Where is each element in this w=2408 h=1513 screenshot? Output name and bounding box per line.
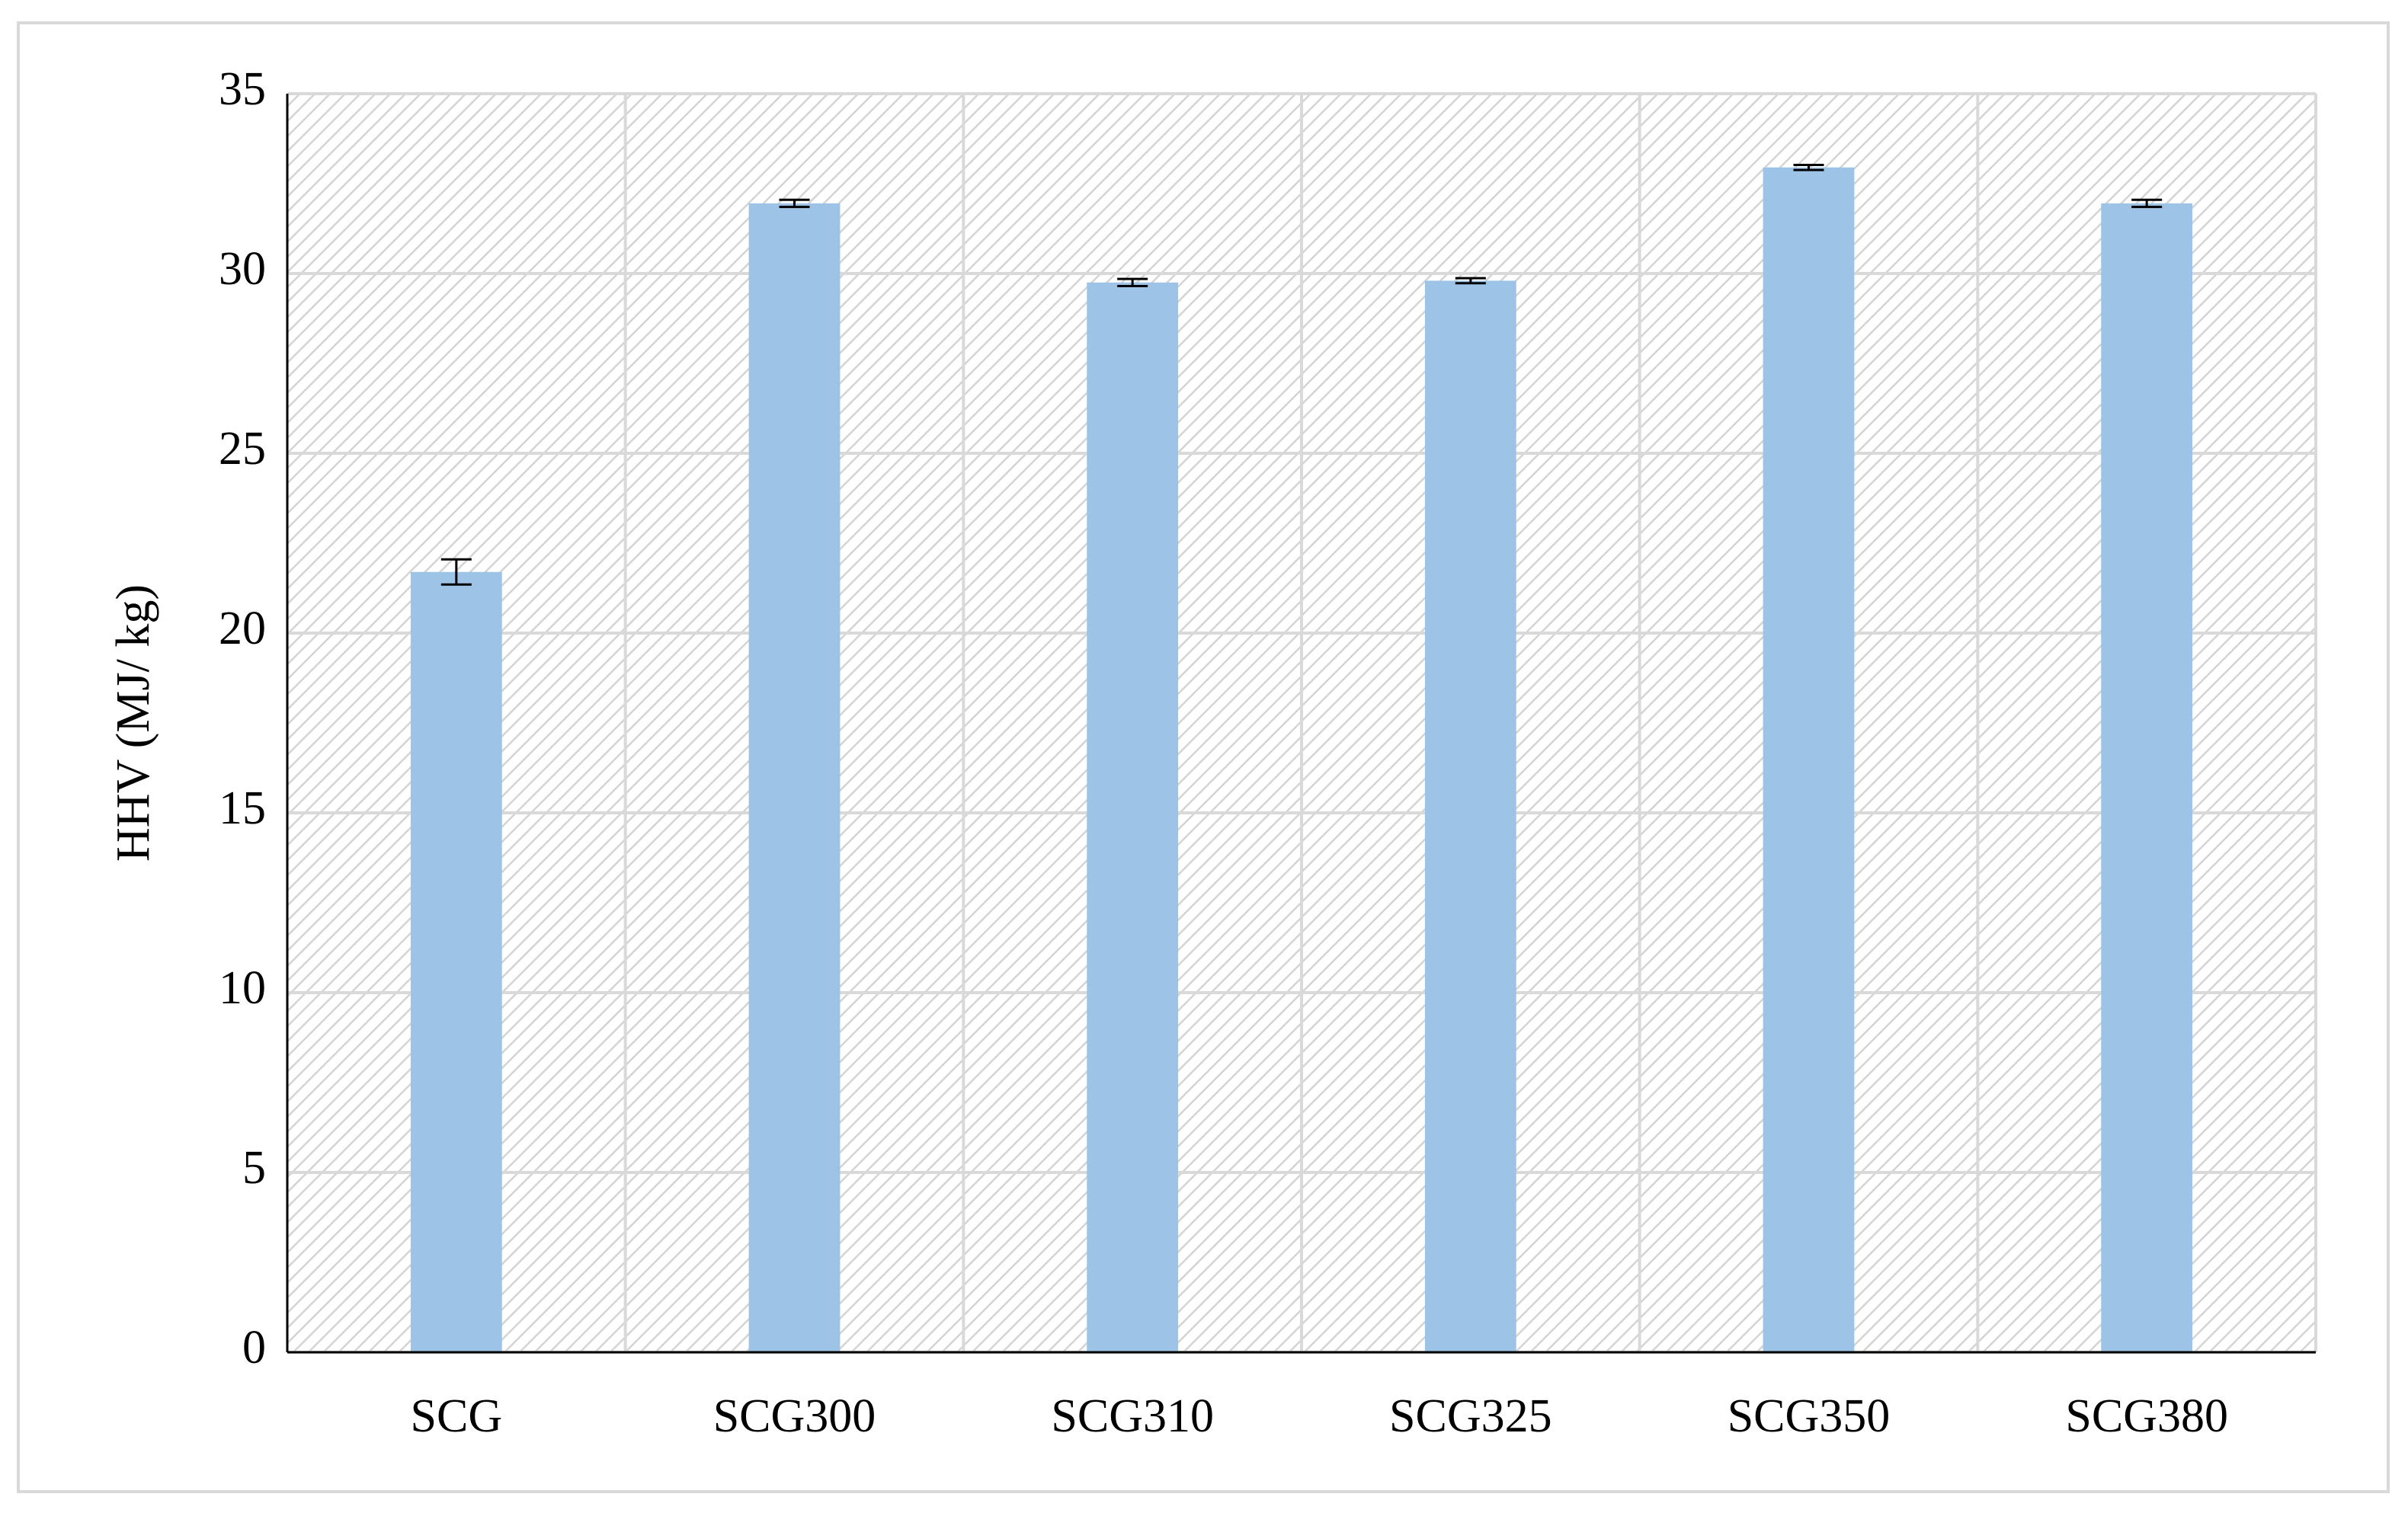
bar [410,571,502,1352]
y-tick-label: 0 [242,1322,266,1374]
x-tick-label: SCG [411,1390,503,1442]
bar [1424,280,1516,1353]
error-bar [779,198,810,209]
error-bar [1793,163,1824,171]
y-tick-label: 25 [219,423,266,475]
x-tick-label: SCG325 [1389,1390,1552,1442]
x-tick-label: SCG380 [2065,1390,2228,1442]
x-tick-label: SCG300 [713,1390,876,1442]
bar [2101,203,2193,1353]
y-tick-label: 5 [242,1142,266,1194]
error-bar [440,558,472,586]
y-tick-label: 20 [219,603,266,654]
y-tick-label: 15 [219,782,266,834]
error-bar [2131,198,2163,209]
bar [748,203,841,1353]
y-tick-label: 30 [219,243,266,295]
x-tick-label: SCG350 [1728,1390,1891,1442]
y-axis-title: HHV (MJ/ kg) [107,584,159,862]
y-tick-label: 35 [219,63,266,115]
y-tick-label: 10 [219,962,266,1014]
error-bar [1117,277,1148,288]
error-bar [1455,277,1486,285]
x-tick-label: SCG310 [1051,1390,1214,1442]
bar [1087,282,1179,1352]
bar [1763,167,1855,1352]
